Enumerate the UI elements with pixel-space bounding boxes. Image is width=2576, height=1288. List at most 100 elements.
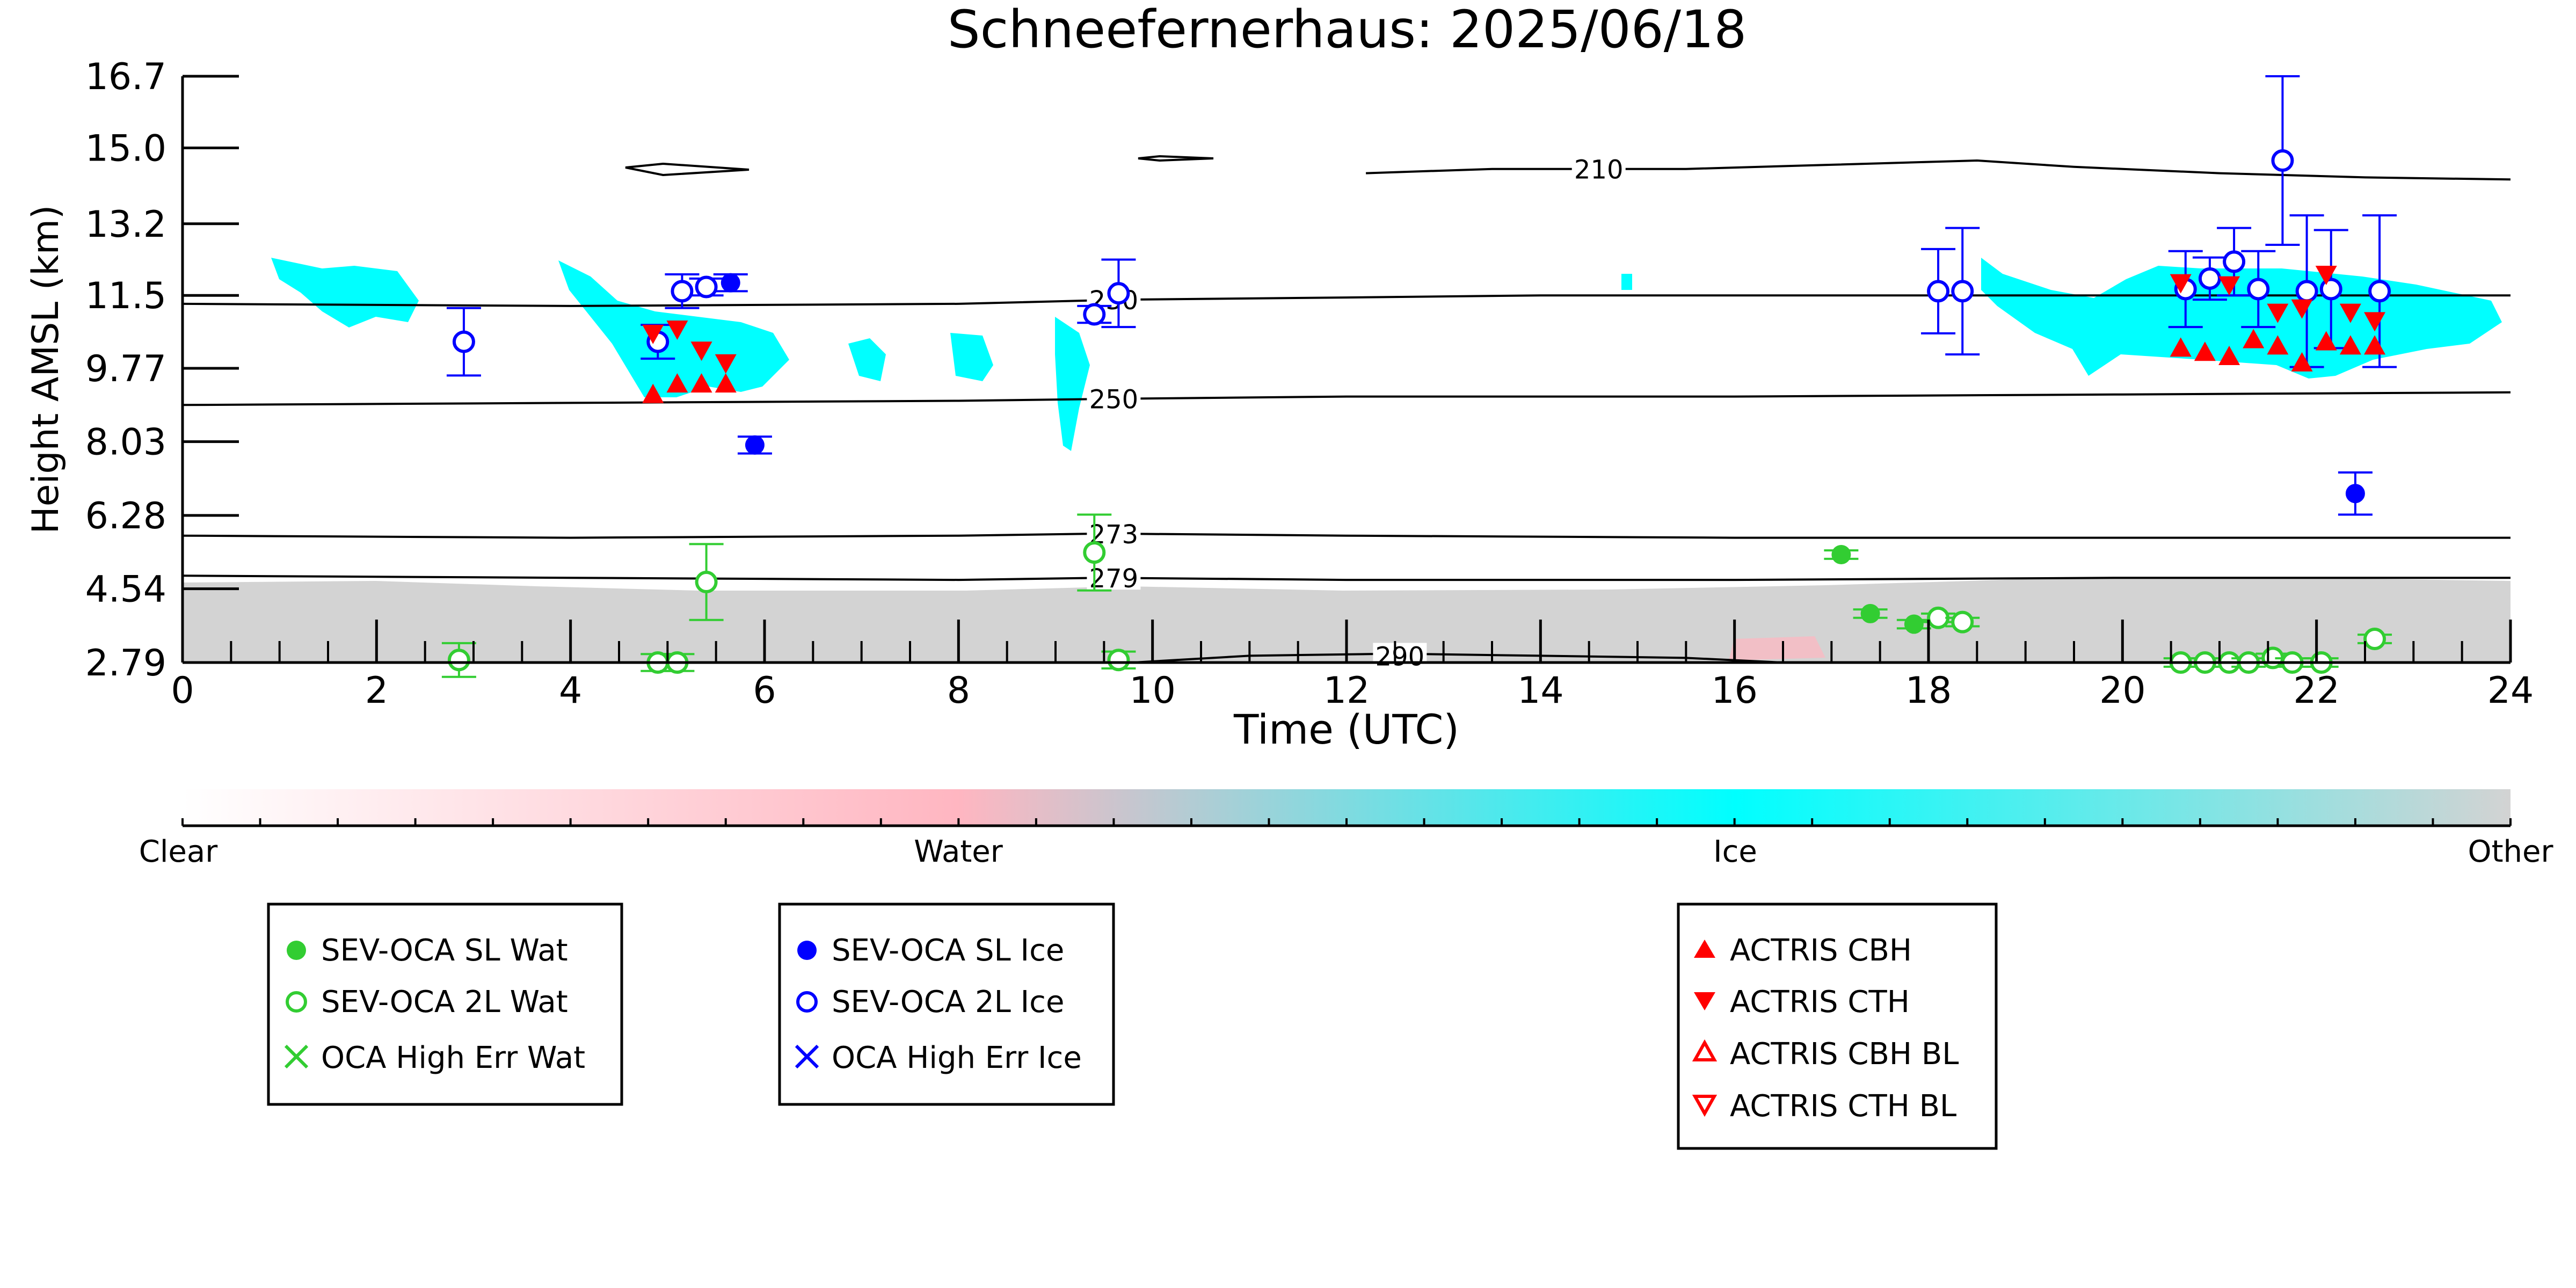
point xyxy=(2291,299,2313,319)
legend-label-actris-cth: ACTRIS CTH xyxy=(1730,985,1910,1020)
colorbar-ticks xyxy=(181,818,2512,826)
y-tick-label: 9.77 xyxy=(85,348,166,390)
point xyxy=(2364,335,2386,355)
point xyxy=(715,354,737,374)
point xyxy=(666,373,688,393)
point xyxy=(1083,541,1106,564)
contour-line-250 xyxy=(183,391,2510,406)
ice-patch-6 xyxy=(1621,274,1632,290)
marker-sev-oca-2l-ice xyxy=(2192,256,2227,301)
point xyxy=(1951,610,1974,634)
marker-sev-oca-2l-ice xyxy=(1101,258,1136,329)
marker-sev-oca-2l-wat xyxy=(689,543,724,621)
marker-actris-cbh xyxy=(690,373,712,393)
point xyxy=(2243,329,2265,348)
marker-actris-cth xyxy=(2315,265,2337,285)
y-tick-label: 15.0 xyxy=(85,127,166,170)
point xyxy=(690,341,712,361)
ice-patch-4 xyxy=(950,333,993,381)
marker-actris-cth xyxy=(2218,276,2240,296)
x-tick-label: 12 xyxy=(1323,670,1370,712)
marker-actris-cbh xyxy=(2364,335,2386,355)
point xyxy=(2271,149,2294,172)
ice-patch-5 xyxy=(1055,317,1090,451)
colorbar: Clear Water Ice Other xyxy=(139,789,2553,869)
legend-label-oca-high-err-wat: OCA High Err Wat xyxy=(321,1040,585,1075)
legend-label-sev-oca-2l-ice: SEV-OCA 2L Ice xyxy=(832,985,1064,1020)
legend-actris: ACTRIS CBH ACTRIS CTH ACTRIS CBH BL ACTR… xyxy=(1677,903,1998,1150)
x-tick-label: 14 xyxy=(1517,670,1564,712)
marker-sev-oca-2l-ice xyxy=(665,273,700,309)
x-ticks: 0 2 4 6 8 10 12 14 16 18 20 22 24 xyxy=(171,620,2534,712)
y-tick-label: 8.03 xyxy=(85,421,166,464)
contour-label: 210 xyxy=(1574,155,1624,185)
point xyxy=(2223,250,2246,273)
marker-sev-oca-2l-ice xyxy=(446,307,481,377)
legend-label-actris-cth-bl: ACTRIS CTH BL xyxy=(1730,1089,1956,1124)
marker-actris-cth xyxy=(2364,312,2386,332)
point xyxy=(642,383,664,403)
x-tick-label: 18 xyxy=(1905,670,1952,712)
point xyxy=(2267,335,2289,355)
legend-label-oca-high-err-ice: OCA High Err Ice xyxy=(832,1040,1082,1075)
marker-actris-cbh xyxy=(2291,352,2313,372)
water-patch xyxy=(1729,636,1825,660)
legend-label-sev-oca-2l-wat: SEV-OCA 2L Wat xyxy=(321,985,568,1020)
ice-patch-3 xyxy=(848,338,886,381)
marker-actris-cbh xyxy=(715,373,737,393)
contour-line-279 xyxy=(183,574,2510,581)
point xyxy=(1107,649,1130,672)
point xyxy=(2364,312,2386,332)
x-tick-label: 8 xyxy=(947,670,970,712)
legend-label-actris-cbh: ACTRIS CBH xyxy=(1730,933,1912,968)
y-ticks: 2.79 4.54 6.28 8.03 9.77 11.5 13.2 15.0 16.7 xyxy=(85,56,239,685)
point xyxy=(666,321,688,340)
point xyxy=(2170,274,2192,294)
contour-loop-2 xyxy=(1138,155,1214,162)
point xyxy=(695,275,718,299)
plot-area: 210230250273279290 024681012141618202224… xyxy=(85,56,2534,712)
marker-sev-oca-2l-wat xyxy=(1101,649,1136,672)
x-tick-label: 16 xyxy=(1711,670,1758,712)
point xyxy=(452,330,475,353)
legend-ice: SEV-OCA SL Ice SEV-OCA 2L Ice OCA High E… xyxy=(778,903,1115,1106)
legend-icon-sev-oca-sl-wat xyxy=(287,941,306,960)
marker-actris-cbh xyxy=(2218,346,2240,366)
marker-actris-cbh xyxy=(2267,335,2289,355)
y-tick-label: 13.2 xyxy=(85,203,166,246)
point xyxy=(2315,331,2337,351)
contour-loop-1 xyxy=(625,162,749,177)
point xyxy=(2339,303,2361,323)
y-tick-label: 6.28 xyxy=(85,495,166,537)
marker-sev-oca-2l-ice xyxy=(2362,214,2397,368)
point xyxy=(671,280,694,303)
marker-actris-cth xyxy=(2339,303,2361,323)
contour-label-bg xyxy=(1571,156,1626,181)
point xyxy=(1860,603,1880,623)
point xyxy=(2345,484,2365,504)
point xyxy=(1107,282,1130,305)
legend-icon-sev-oca-2l-wat xyxy=(286,991,307,1013)
point xyxy=(695,571,718,594)
contour-line-210 xyxy=(1366,159,2510,181)
point xyxy=(2267,303,2289,323)
contour-label: 279 xyxy=(1089,564,1139,594)
marker-actris-cbh xyxy=(642,383,664,403)
contour-label-bg xyxy=(1087,565,1141,590)
contour-labels: 210230250273279290 xyxy=(1087,155,1626,672)
marker-sev-oca-2l-ice xyxy=(1077,303,1112,326)
point xyxy=(1904,614,1924,634)
point xyxy=(2291,352,2313,372)
marker-sev-oca-2l-wat xyxy=(441,642,476,678)
marker-sev-oca-sl-ice xyxy=(2338,471,2373,516)
contour-small-loops xyxy=(625,155,1214,177)
chart-title: Schneefernerhaus: 2025/06/18 xyxy=(948,0,1747,60)
marker-actris-cbh xyxy=(2194,341,2216,361)
y-tick-label: 16.7 xyxy=(85,56,166,98)
legend-icon-actris-cbh-bl xyxy=(1692,1039,1718,1061)
marker-sev-oca-sl-ice xyxy=(713,273,748,293)
colorbar-label-clear: Clear xyxy=(139,834,218,869)
point xyxy=(690,373,712,393)
point xyxy=(2218,346,2240,366)
point xyxy=(2247,278,2270,301)
